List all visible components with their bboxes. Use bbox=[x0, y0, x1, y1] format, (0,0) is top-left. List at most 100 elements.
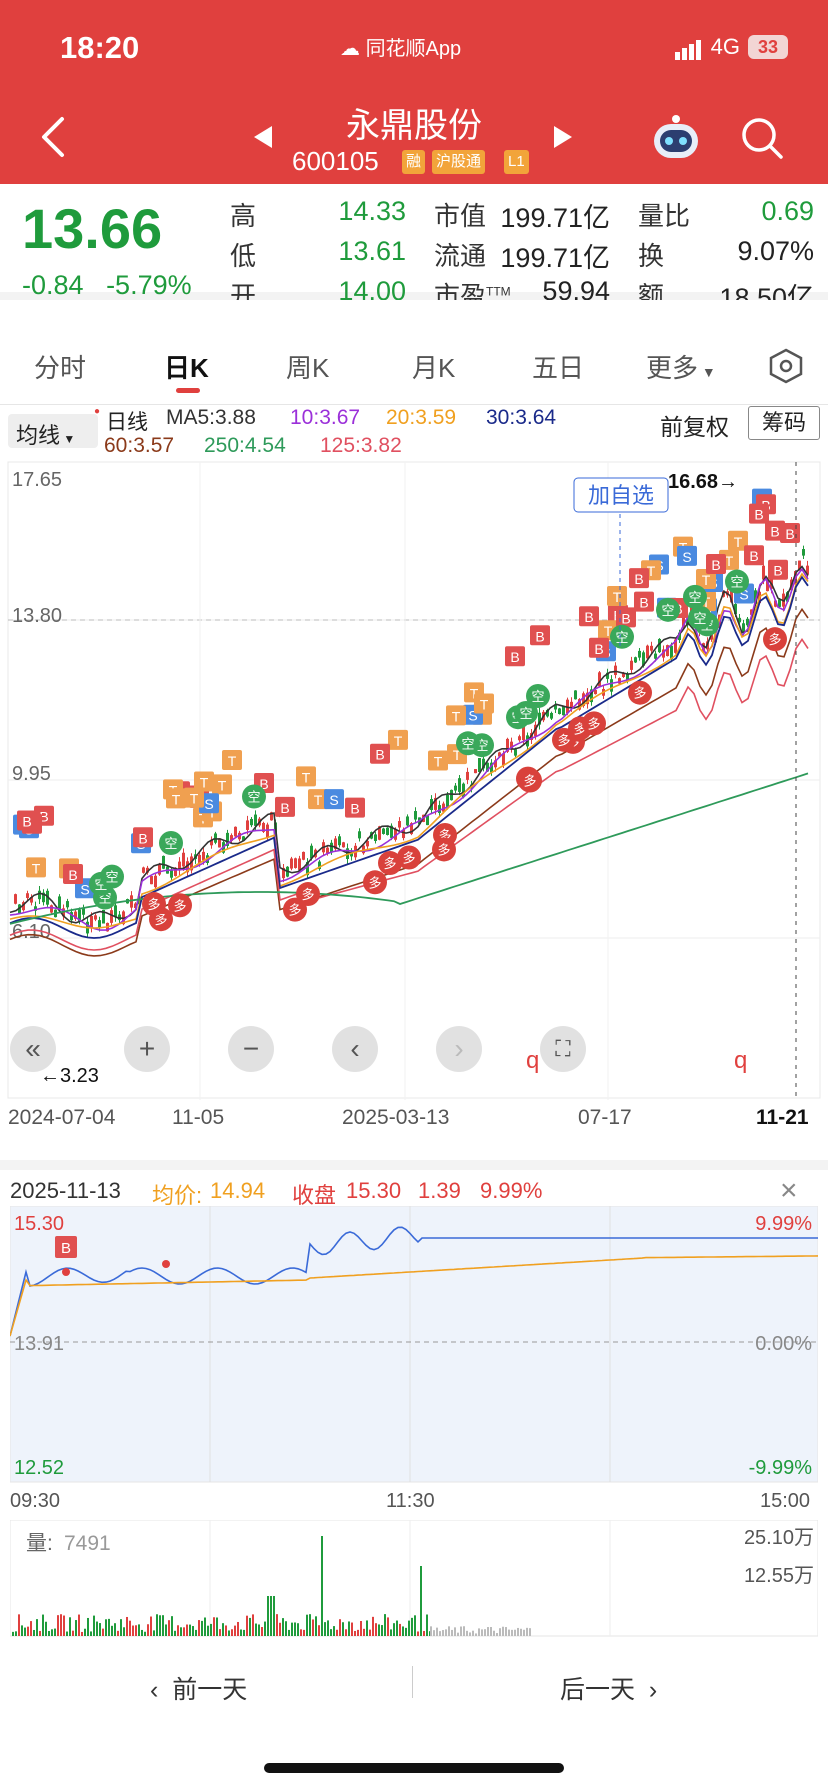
candle bbox=[570, 701, 573, 708]
volume-bar bbox=[81, 1631, 83, 1636]
volume-bar bbox=[414, 1615, 416, 1636]
tab-monthly-k[interactable]: 月K bbox=[412, 353, 456, 383]
time-open: 09:30 bbox=[10, 1490, 61, 1512]
next-stock-icon[interactable] bbox=[552, 124, 574, 150]
tab-five-day[interactable]: 五日 bbox=[532, 353, 585, 383]
signal-marker-label: B bbox=[68, 867, 77, 883]
signal-marker bbox=[696, 569, 716, 590]
fullscreen-icon[interactable]: ⛶ bbox=[540, 1026, 586, 1072]
prev-day-button[interactable]: ‹ 前一天 bbox=[150, 1676, 248, 1704]
search-icon[interactable] bbox=[740, 116, 784, 160]
candle bbox=[486, 762, 489, 772]
ma30-line bbox=[9, 575, 809, 939]
volume-bar bbox=[411, 1617, 413, 1636]
volume-bar bbox=[171, 1616, 173, 1636]
candle bbox=[34, 906, 37, 911]
signal-circle-label: 空 bbox=[461, 736, 474, 751]
signal-marker-label: B bbox=[639, 595, 648, 611]
bull-signal-icon bbox=[518, 768, 542, 793]
volume-bar bbox=[90, 1631, 92, 1636]
signal-circle-label: 空 bbox=[730, 575, 743, 590]
zoom-in-icon[interactable]: + bbox=[124, 1026, 170, 1072]
volume-bar bbox=[69, 1617, 71, 1636]
tab-daily-k[interactable]: 日K bbox=[164, 353, 209, 383]
zoom-out-icon[interactable]: − bbox=[228, 1026, 274, 1072]
add-favorite-box bbox=[573, 477, 669, 513]
settings-hex-icon[interactable] bbox=[768, 348, 804, 384]
candle bbox=[610, 679, 613, 692]
adjust-mode-button[interactable]: 前复权 bbox=[660, 414, 729, 440]
signal-circle-label: 多 bbox=[154, 912, 167, 927]
volume-bar bbox=[466, 1630, 468, 1636]
volume-bar bbox=[511, 1629, 513, 1636]
ma-select[interactable]: 均线 ▼ bbox=[8, 414, 98, 448]
next-day-button[interactable]: 后一天 › bbox=[560, 1676, 658, 1704]
bear-signal-icon bbox=[725, 569, 749, 594]
close-icon[interactable]: × bbox=[780, 1174, 798, 1207]
volume-bar bbox=[138, 1624, 140, 1636]
candle bbox=[682, 617, 685, 627]
candle bbox=[686, 618, 689, 626]
mktcap-label: 市值 bbox=[434, 201, 487, 231]
volume-bar bbox=[420, 1566, 422, 1636]
volume-bar bbox=[499, 1628, 501, 1636]
candle bbox=[378, 826, 381, 840]
candle bbox=[318, 861, 321, 870]
candle bbox=[362, 845, 365, 854]
candle bbox=[402, 829, 405, 839]
volume-bar bbox=[433, 1630, 435, 1636]
intraday-chart[interactable]: 15.30 13.91 12.52 9.99% 0.00% -9.99% B bbox=[10, 1206, 818, 1486]
chip-distribution-button[interactable]: 筹码 bbox=[748, 406, 820, 440]
candle bbox=[142, 867, 145, 873]
buy-signal-b bbox=[55, 1236, 77, 1258]
candle bbox=[78, 909, 81, 922]
volume-bar bbox=[330, 1629, 332, 1636]
bear-signal-icon bbox=[610, 624, 634, 649]
scroll-left-icon[interactable]: ‹ bbox=[332, 1026, 378, 1072]
signal-marker-label: T bbox=[702, 594, 711, 610]
prev-stock-icon[interactable] bbox=[252, 124, 274, 150]
collapse-left-icon[interactable]: « bbox=[10, 1026, 56, 1072]
volume-bar bbox=[457, 1632, 459, 1636]
volume-bar bbox=[294, 1622, 296, 1636]
ma-legend-bar: 均线 ▼ ● 日线 MA5:3.88 10:3.67 20:3.59 30:3.… bbox=[0, 400, 828, 462]
ma125-label: 125:3.82 bbox=[320, 434, 402, 457]
signal-marker-label: T bbox=[725, 553, 734, 569]
signal-marker bbox=[428, 750, 448, 771]
kline-chart[interactable]: 17.65 13.80 9.95 6.10 BTTBSSTSTBBSSBTBST… bbox=[0, 460, 828, 1160]
volume-bar bbox=[484, 1629, 486, 1636]
candle bbox=[398, 821, 401, 828]
candle bbox=[606, 672, 609, 679]
signal-marker-label: B bbox=[259, 776, 268, 792]
volume-bar bbox=[261, 1627, 263, 1636]
candle bbox=[186, 861, 189, 873]
candle bbox=[22, 902, 25, 911]
candle bbox=[330, 842, 333, 852]
candle bbox=[42, 892, 45, 903]
volume-bar bbox=[472, 1630, 474, 1636]
tab-intraday[interactable]: 分时 bbox=[34, 353, 87, 383]
add-favorite-label[interactable]: 加自选 bbox=[588, 483, 654, 508]
volume-bar bbox=[12, 1631, 14, 1636]
tab-weekly-k[interactable]: 周K bbox=[286, 353, 330, 383]
candle bbox=[802, 549, 805, 556]
candle bbox=[510, 741, 513, 749]
volume-bar bbox=[430, 1626, 432, 1636]
candle bbox=[234, 826, 237, 837]
tab-more[interactable]: 更多 ▼ bbox=[646, 353, 716, 383]
volume-bar bbox=[360, 1621, 362, 1636]
volume-bar bbox=[487, 1627, 489, 1636]
volume-bar bbox=[249, 1617, 251, 1636]
scroll-right-icon[interactable]: › bbox=[436, 1026, 482, 1072]
candle bbox=[482, 758, 485, 769]
candle bbox=[218, 838, 221, 848]
vol-top: 25.10万 bbox=[744, 1527, 814, 1549]
candle bbox=[158, 864, 161, 875]
signal-marker bbox=[446, 705, 466, 726]
signal-marker bbox=[768, 559, 788, 580]
signal-marker bbox=[222, 750, 242, 771]
candle bbox=[94, 915, 97, 920]
back-icon[interactable] bbox=[38, 115, 68, 159]
robot-assistant-icon[interactable] bbox=[650, 114, 702, 160]
app-header: 18:20 ☁ 同花顺App 4G 33 永鼎股份 600105 融 沪股通 L… bbox=[0, 0, 828, 184]
